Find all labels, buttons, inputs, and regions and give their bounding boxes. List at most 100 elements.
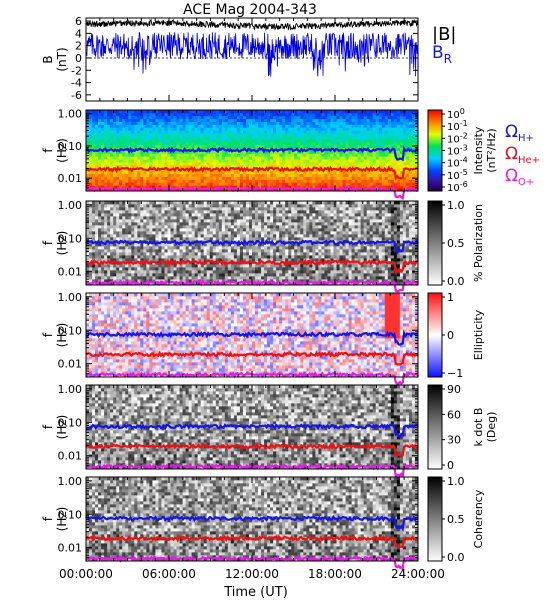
heatmap-cell [354, 170, 359, 175]
heatmap-cell [230, 144, 235, 148]
heatmap-cell [233, 150, 238, 154]
heatmap-cell [408, 133, 413, 137]
heatmap-cell [134, 219, 138, 223]
heatmap-cell [224, 222, 229, 226]
heatmap-cell [209, 121, 214, 125]
heatmap-cell [137, 201, 141, 205]
heatmap-cell [245, 115, 250, 120]
heatmap-cell [366, 124, 371, 128]
heatmap-cell [261, 179, 265, 183]
heatmap-cell [206, 133, 211, 137]
heatmap-cell [306, 153, 310, 157]
heatmap-cell [182, 121, 186, 125]
heatmap-cell [324, 150, 328, 154]
heatmap-cell [170, 246, 174, 250]
heatmap-cell [375, 112, 380, 117]
heatmap-cell [255, 188, 259, 192]
heatmap-cell [173, 176, 177, 180]
heatmap-cell [146, 164, 150, 169]
heatmap-cell [357, 138, 362, 143]
heatmap-cell [212, 127, 217, 131]
heatmap-cell [408, 144, 413, 148]
heatmap-cell [215, 164, 220, 169]
heatmap-cell [348, 110, 352, 114]
heatmap-cell [399, 170, 404, 175]
heatmap-cell [95, 207, 99, 211]
heatmap-cell [125, 115, 129, 120]
heatmap-cell [372, 121, 377, 125]
heatmap-cell [239, 144, 244, 148]
heatmap-cell [200, 130, 205, 134]
heatmap-cell [164, 258, 168, 262]
heatmap-cell [149, 133, 153, 137]
heatmap-cell [267, 144, 271, 148]
heatmap-cell [294, 136, 298, 140]
heatmap-cell [179, 237, 183, 241]
heatmap-cell [122, 210, 126, 214]
heatmap-cell [191, 204, 196, 208]
heatmap-cell [303, 118, 307, 122]
heatmap-cell [218, 127, 223, 131]
heatmap-cell [309, 141, 313, 146]
heatmap-cell [116, 133, 120, 137]
heatmap-cell [104, 204, 108, 208]
heatmap-cell [273, 136, 277, 140]
heatmap-cell [128, 237, 132, 241]
heatmap-cell [399, 136, 404, 140]
heatmap-cell [258, 185, 262, 189]
heatmap-cell [227, 133, 232, 137]
heatmap-cell [113, 112, 117, 117]
heatmap-cell [312, 179, 316, 183]
heatmap-cell [408, 138, 413, 143]
heatmap-cell [131, 252, 135, 256]
heatmap-cell [143, 185, 147, 189]
heatmap-cell [315, 110, 319, 114]
heatmap-cell [197, 159, 202, 163]
heatmap-cell [131, 124, 135, 128]
heatmap-cell [170, 237, 174, 241]
heatmap-cell [279, 176, 283, 180]
heatmap-cell [149, 249, 153, 253]
heatmap-cell [411, 162, 416, 166]
heatmap-cell [248, 182, 253, 186]
heatmap-cell [143, 225, 147, 229]
heatmap-cell [393, 179, 398, 183]
heatmap-cell [152, 264, 156, 268]
heatmap-cell [230, 201, 235, 205]
heatmap-cell [396, 159, 401, 163]
heatmap-cell [86, 127, 90, 131]
heatmap-cell [122, 234, 126, 238]
heatmap-cell [173, 144, 177, 148]
heatmap-cell [179, 130, 183, 134]
heatmap-cell [95, 237, 99, 241]
heatmap-cell [285, 170, 289, 175]
heatmap-cell [303, 144, 307, 148]
heatmap-cell [279, 133, 283, 137]
heatmap-cell [179, 231, 183, 235]
heatmap-cell [390, 170, 395, 175]
heatmap-cell [155, 210, 159, 214]
heatmap-cell [182, 246, 186, 250]
heatmap-cell [288, 173, 292, 177]
heatmap-cell [95, 249, 99, 253]
heatmap-cell [369, 112, 374, 117]
heatmap-cell [252, 222, 256, 226]
heatmap-cell [264, 173, 268, 177]
heatmap-cell [408, 162, 413, 166]
heatmap-cell [149, 222, 153, 226]
heatmap-cell [137, 210, 141, 214]
heatmap-cell [215, 121, 220, 125]
heatmap-cell [146, 216, 150, 220]
heatmap-cell [140, 136, 144, 140]
heatmap-cell [345, 153, 349, 157]
y-tick-label: 6 [75, 15, 82, 28]
heatmap-cell [318, 150, 322, 154]
heatmap-cell [161, 170, 165, 175]
heatmap-cell [276, 115, 280, 120]
heatmap-cell [411, 115, 416, 120]
heatmap-cell [276, 182, 280, 186]
heatmap-cell [233, 118, 238, 122]
heatmap-cell [131, 282, 135, 286]
heatmap-cell [185, 136, 190, 140]
heatmap-cell [128, 258, 132, 262]
